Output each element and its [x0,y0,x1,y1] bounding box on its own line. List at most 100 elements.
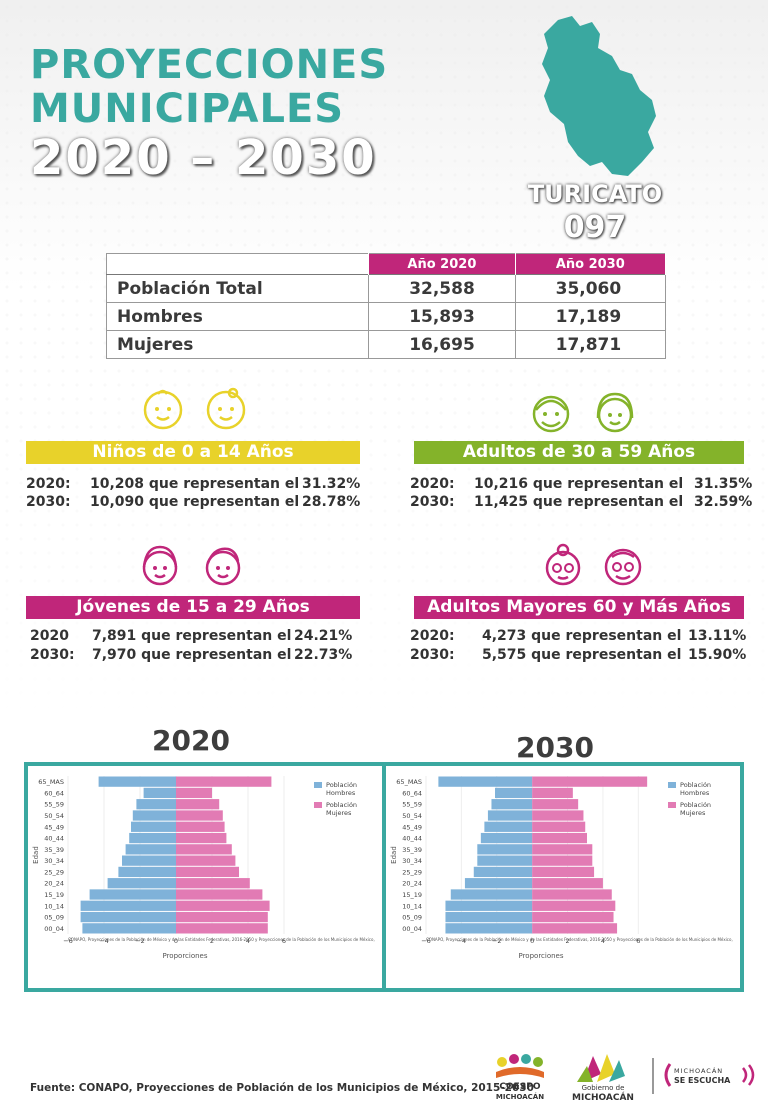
bar-mujeres-15_19 [176,889,263,900]
pyramid-chart-2020: 00_04 05_09 10_14 15_19 20_24 25_29 30_34 35_39… [32,776,375,960]
y-axis-label: Edad [32,846,40,864]
baby-face-icon [143,389,183,430]
bar-mujeres-60_64 [532,787,573,799]
tick-label-15_19: 15_19 [402,891,422,899]
bar-hombres-20_24 [107,878,176,889]
bar-hombres-50_54 [487,810,533,821]
legend-label: Población [680,781,711,789]
bar-mujeres-15_19 [532,889,612,900]
bar-mujeres-20_24 [532,878,603,889]
tick-label-30_34: 30_34 [402,857,422,865]
legend-swatch-mujeres [668,802,676,808]
gobierno-line1: Gobierno de [581,1084,625,1092]
count-text: 7,970 que representan el [92,647,292,663]
tick-label-05_09: 05_09 [402,914,422,922]
bar-mujeres-45_49 [176,821,225,832]
tick-label-00_04: 00_04 [402,925,422,933]
legend-label: Población [680,801,711,809]
tick-label-35_39: 35_39 [44,846,64,854]
bar-mujeres-65_MAS [532,776,648,787]
municipality-map [542,16,656,176]
legend-label: Hombres [680,789,710,797]
x-tick-label: 4 [601,937,605,945]
row-label: Hombres [106,302,369,331]
x-axis-label: Proporciones [518,952,563,960]
x-tick-label: −2 [492,937,502,945]
row-label: Mujeres [106,330,369,359]
bar-mujeres-40_44 [176,832,227,844]
bar-mujeres-00_04 [176,923,268,934]
tick-label-25_29: 25_29 [44,868,64,876]
bar-mujeres-20_24 [176,878,250,889]
row-2020: 16,695 [368,330,516,359]
logo-divider [652,1058,654,1094]
legend-swatch-mujeres [314,802,322,808]
source-note-chart: CONAPO, Proyecciones de la Población de … [68,937,375,942]
count-text: 5,575 que representan el [482,647,682,663]
x-tick-label: −6 [421,937,431,945]
baby-girl-face-icon [206,387,246,430]
year-label: 2020: [26,476,71,492]
row-2020: 32,588 [368,274,516,303]
bar-hombres-60_64 [143,787,176,799]
band-jovenes: Jóvenes de 15 a 29 Años [26,596,360,619]
charts-divider [382,762,386,988]
x-tick-label: −4 [457,937,467,945]
bar-hombres-15_19 [89,889,176,900]
tick-label-25_29: 25_29 [402,868,422,876]
year-label: 2030: [410,647,455,663]
chart-title-2030: 2030 [516,731,594,764]
bar-hombres-00_04 [445,923,533,934]
tick-label-10_14: 10_14 [402,902,422,910]
row-2020: 15,893 [368,302,516,331]
bar-hombres-35_39 [125,844,176,855]
bar-hombres-25_29 [473,866,533,878]
coespo-line1: COESPO [499,1082,541,1092]
bar-hombres-45_49 [484,821,533,832]
elderly-woman-face-icon [545,543,581,586]
bar-hombres-30_34 [122,855,176,866]
bar-hombres-30_34 [477,855,533,866]
population-table: Año 2020 Año 2030 Población Total 32,588… [106,253,667,359]
percent: 22.73% [294,647,353,663]
tick-label-60_64: 60_64 [402,789,422,797]
tick-label-40_44: 40_44 [44,835,64,843]
tick-label-20_24: 20_24 [44,880,64,888]
escucha-line2: SE ESCUCHA [674,1076,731,1085]
tick-label-05_09: 05_09 [44,914,64,922]
gobierno-line2: MICHOACÁN [572,1093,634,1103]
escucha-line1: MICHOACÁN [674,1067,724,1075]
tick-label-45_49: 45_49 [402,823,422,831]
coespo-logo-icon [496,1054,544,1078]
table-row: Hombres 15,893 17,189 [106,302,666,331]
adult-woman-face-icon [596,392,634,433]
x-tick-label: 2 [210,937,214,945]
title-line-2: MUNICIPALES [30,86,345,132]
bar-hombres-40_44 [129,832,176,844]
bar-mujeres-55_59 [176,799,220,810]
bar-mujeres-25_29 [532,866,595,878]
legend-swatch-hombres [668,782,676,788]
bar-mujeres-50_54 [176,810,223,821]
title-years: 2020 – 2030 [30,130,377,186]
row-2030: 35,060 [514,274,666,303]
percent: 24.21% [294,628,353,644]
percent: 13.11% [688,628,747,644]
bar-hombres-05_09 [80,911,176,923]
bar-mujeres-35_39 [532,844,593,855]
x-tick-label: 0 [530,937,534,945]
tick-label-15_19: 15_19 [44,891,64,899]
tick-label-10_14: 10_14 [44,902,64,910]
tick-label-50_54: 50_54 [44,812,64,820]
source-note-chart: CONAPO, Proyecciones de la Población de … [426,937,733,942]
tick-label-65_MAS: 65_MAS [38,778,64,786]
bar-mujeres-50_54 [532,810,584,821]
bar-mujeres-10_14 [532,900,616,911]
year-label: 2030: [26,494,71,510]
col-2030-header: Año 2030 [515,253,667,275]
x-axis-label: Proporciones [162,952,207,960]
band-ninos: Niños de 0 a 14 Años [26,441,360,464]
tick-label-50_54: 50_54 [402,812,422,820]
bar-hombres-50_54 [132,810,176,821]
bar-hombres-35_39 [477,844,533,855]
